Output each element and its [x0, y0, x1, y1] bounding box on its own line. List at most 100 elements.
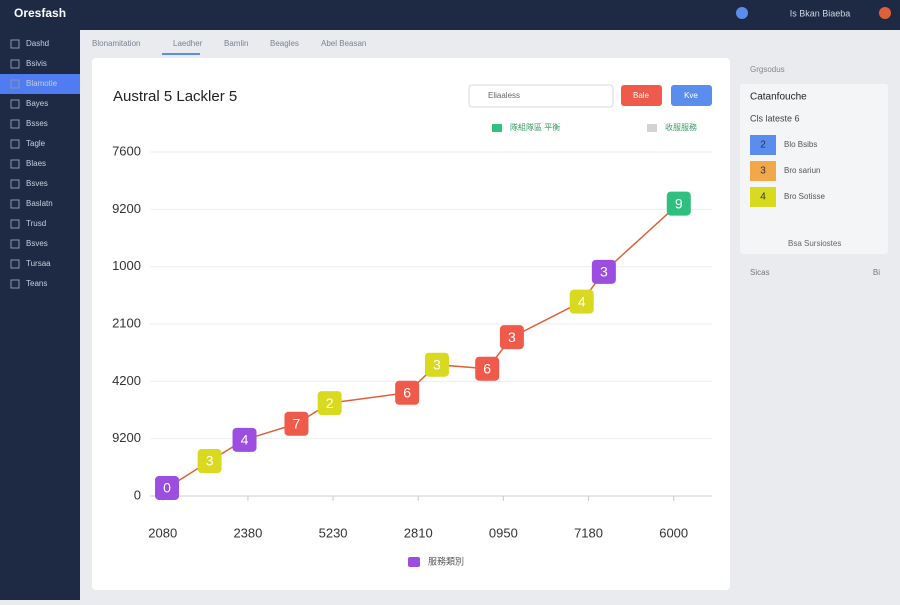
nav-icon: [10, 219, 20, 229]
badge-label: 2: [326, 395, 334, 411]
card-subtitle: Cls lateste 6: [750, 113, 800, 123]
badge-label: 6: [403, 385, 411, 401]
nav-icon: [10, 239, 20, 249]
legend-label: 隊組隊區 平衡: [510, 122, 560, 132]
tab[interactable]: Beagles: [270, 39, 299, 48]
card-footer: Bsa Sursiostes: [788, 239, 841, 248]
nav-icon: [10, 139, 20, 149]
item-badge: [750, 135, 776, 155]
x-tick-label: 5230: [319, 525, 348, 540]
card-title: Catanfouche: [750, 92, 807, 103]
active-item: [0, 74, 80, 94]
legend-swatch: [492, 124, 502, 132]
nav-item[interactable]: Bsivis: [26, 59, 47, 68]
chart-title: Austral 5 Lackler 5: [113, 88, 237, 105]
item-label[interactable]: Blo Bsibs: [784, 140, 817, 149]
y-tick-label: 0: [134, 487, 141, 502]
tab[interactable]: Blonamitation: [92, 39, 140, 48]
top-bar: [0, 0, 900, 30]
point-badge: [284, 411, 309, 436]
tab[interactable]: Abel Beasan: [321, 39, 366, 48]
point-badge: [232, 427, 257, 452]
nav-icon: [10, 159, 20, 169]
nav-icon: [10, 59, 20, 69]
select-text: Eliaaless: [488, 91, 520, 100]
status: Is Bkan Biaeba: [790, 8, 851, 18]
legend-swatch: [647, 124, 657, 132]
tab[interactable]: Bamlin: [224, 39, 248, 48]
nav-item[interactable]: Dashd: [26, 39, 49, 48]
item-badge-label: 3: [760, 166, 766, 177]
point-badge: [424, 352, 449, 377]
badge-label: 7: [293, 415, 301, 431]
side-card: [740, 84, 888, 254]
point-badge: [591, 259, 616, 284]
button[interactable]: [621, 85, 662, 106]
x-tick-label: 2380: [233, 525, 262, 540]
badge-label: 3: [508, 329, 516, 345]
nav-item[interactable]: Teans: [26, 279, 47, 288]
button-label: Bale: [633, 91, 650, 100]
x-tick-label: 2810: [404, 525, 433, 540]
panel-title: Grgsodus: [750, 65, 785, 74]
avatar[interactable]: [879, 7, 891, 19]
sidebar: [0, 30, 80, 600]
nav-icon: [10, 179, 20, 189]
y-tick-label: 7600: [112, 143, 141, 158]
legend-label: 收服服務: [665, 122, 697, 132]
badge-label: 3: [206, 453, 214, 469]
point-badge: [666, 191, 691, 216]
nav-icon: [10, 199, 20, 209]
badge-label: 3: [433, 356, 441, 372]
x-tick-label: 6000: [659, 525, 688, 540]
item-label[interactable]: Bro Sotisse: [784, 192, 825, 201]
nav-item[interactable]: Tagle: [26, 139, 46, 148]
nav-item[interactable]: Baslatn: [26, 199, 53, 208]
nav-item[interactable]: Bsves: [26, 239, 48, 248]
point-badge: [155, 475, 180, 500]
point-badge: [197, 449, 222, 474]
item-badge: [750, 187, 776, 207]
badge-label: 4: [578, 293, 586, 309]
nav-item[interactable]: Blaes: [26, 159, 46, 168]
y-tick-label: 1000: [112, 258, 141, 273]
button[interactable]: [671, 85, 712, 106]
select[interactable]: [468, 84, 614, 108]
item-badge-label: 2: [760, 140, 766, 151]
nav-icon: [10, 279, 20, 289]
y-tick-label: 9200: [112, 430, 141, 445]
y-tick-label: 4200: [112, 373, 141, 388]
point-badge: [499, 325, 524, 350]
footer-left: Sicas: [750, 268, 770, 277]
button-label: Kve: [684, 91, 698, 100]
legend-swatch: [408, 557, 420, 567]
item-badge-label: 4: [760, 192, 766, 203]
point-badge: [317, 391, 342, 416]
nav-icon: [10, 99, 20, 109]
nav-item[interactable]: Bsves: [26, 179, 48, 188]
badge-label: 6: [483, 360, 491, 376]
nav-icon: [10, 119, 20, 129]
x-tick-label: 2080: [148, 525, 177, 540]
nav-item[interactable]: Bsses: [26, 119, 48, 128]
badge-label: 9: [675, 195, 683, 211]
point-badge: [569, 289, 594, 314]
footer-right: Bi: [873, 268, 880, 277]
badge-label: 3: [600, 264, 608, 280]
item-label[interactable]: Bro sariun: [784, 166, 820, 175]
nav-item[interactable]: Trusd: [26, 219, 46, 228]
icon: [736, 7, 748, 19]
tab[interactable]: Laedher: [173, 39, 203, 48]
nav-item[interactable]: Tursaa: [26, 259, 51, 268]
point-badge: [395, 380, 420, 405]
badge-label: 0: [163, 480, 171, 496]
nav-icon: [10, 259, 20, 269]
x-tick-label: 7180: [574, 525, 603, 540]
nav-item[interactable]: Bayes: [26, 99, 48, 108]
x-tick-label: 0950: [489, 525, 518, 540]
nav-icon: [10, 79, 20, 89]
nav-item[interactable]: Blamotie: [26, 79, 58, 88]
brand: Oresfash: [14, 6, 66, 20]
